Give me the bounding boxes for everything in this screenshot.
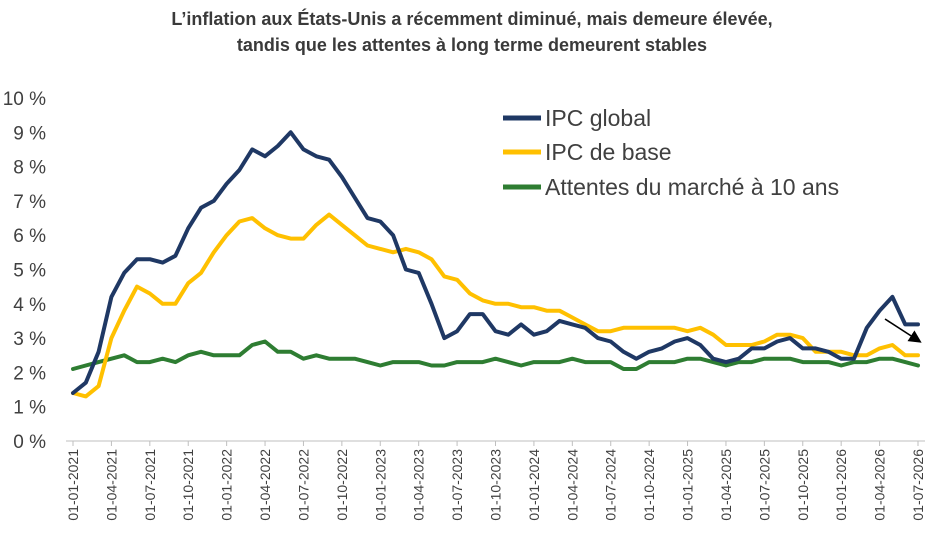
y-tick-label: 0 %: [13, 432, 46, 453]
trend-arrow: [884, 318, 922, 343]
x-tick-label: 01-01-2025: [680, 449, 696, 521]
x-tick-label: 01-04-2022: [257, 449, 273, 521]
x-tick-label: 01-10-2022: [334, 449, 350, 521]
x-axis-ticks: 01-01-2021 01-04-2021 01-07-2021 01-10-2021…: [65, 441, 926, 521]
x-tick-label: 01-07-2025: [756, 449, 772, 521]
x-tick-label: 01-01-2022: [219, 449, 235, 521]
series-line-ipc-global: [71, 130, 920, 395]
x-tick-label: 01-01-2023: [372, 449, 388, 521]
y-tick-label: 10 %: [3, 89, 46, 110]
y-tick-label: 1 %: [13, 398, 46, 419]
y-tick-label: 3 %: [13, 329, 46, 350]
legend-label: IPC global: [545, 105, 651, 131]
trend-arrow-annotation: [884, 318, 922, 343]
y-tick-label: 6 %: [13, 226, 46, 247]
y-tick-label: 9 %: [13, 123, 46, 144]
y-axis-ticks: 0 % 1 % 2 % 3 % 4 % 5 % 6 % 7 % 8 % 9 % 10 %: [3, 89, 46, 453]
y-tick-label: 7 %: [13, 192, 46, 213]
legend-label: IPC de base: [545, 139, 672, 165]
x-tick-label: 01-01-2026: [833, 449, 849, 521]
legend: IPC global IPC de base Attentes du marché …: [503, 105, 839, 200]
series-line-ipc-de-base: [71, 212, 920, 399]
x-tick-label: 01-01-2021: [65, 449, 81, 521]
x-tick-label: 01-04-2026: [872, 449, 888, 521]
x-tick-label: 01-04-2023: [411, 449, 427, 521]
x-tick-label: 01-04-2021: [103, 449, 119, 521]
series-lines: [71, 130, 920, 399]
y-tick-label: 5 %: [13, 261, 46, 282]
x-tick-label: 01-07-2021: [142, 449, 158, 521]
x-tick-label: 01-10-2023: [488, 449, 504, 521]
y-tick-label: 2 %: [13, 363, 46, 384]
x-tick-label: 01-07-2026: [910, 449, 926, 521]
x-tick-label: 01-10-2021: [180, 449, 196, 521]
x-tick-label: 01-07-2024: [603, 449, 619, 521]
x-tick-label: 01-04-2025: [718, 449, 734, 521]
series-line-attentes-du-marche-a-10-ans: [71, 339, 920, 371]
y-tick-label: 4 %: [13, 295, 46, 316]
x-tick-label: 01-04-2024: [564, 449, 580, 521]
x-tick-label: 01-10-2024: [641, 449, 657, 521]
x-tick-label: 01-07-2022: [295, 449, 311, 521]
chart-title: L’inflation aux États-Unis a récemment d…: [0, 6, 944, 58]
x-tick-label: 01-10-2025: [795, 449, 811, 521]
chart-title-line-1: L’inflation aux États-Unis a récemment d…: [171, 9, 773, 29]
chart-title-line-2: tandis que les attentes à long terme dem…: [236, 35, 708, 55]
y-tick-label: 8 %: [13, 158, 46, 179]
x-tick-label: 01-01-2024: [526, 449, 542, 521]
x-tick-label: 01-07-2023: [449, 449, 465, 521]
legend-label: Attentes du marché à 10 ans: [545, 174, 839, 200]
